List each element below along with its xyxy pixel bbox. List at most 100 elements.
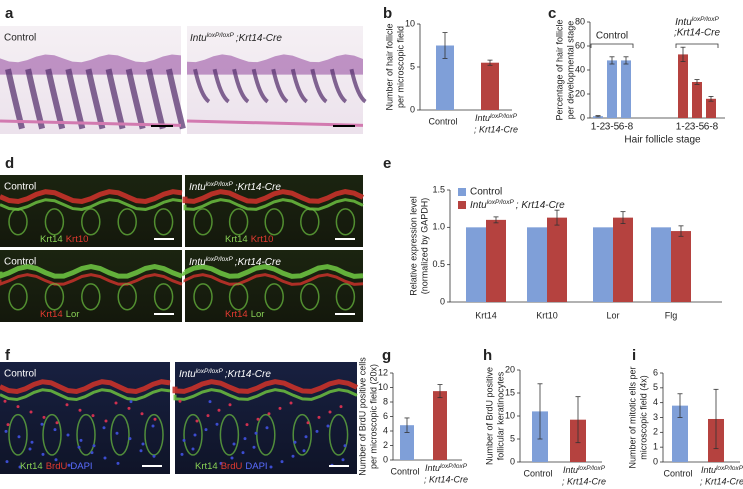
stain-word: Krt10: [66, 234, 89, 245]
bar: [593, 227, 613, 302]
label-sup: loxP/loxP: [207, 32, 235, 39]
y-tick-label: 0: [510, 456, 515, 466]
follicle: [183, 413, 203, 456]
label-part: Intu: [470, 200, 487, 211]
micrograph: [0, 26, 186, 134]
y-axis-label: per microscopic field: [395, 26, 405, 108]
nucleus: [241, 451, 245, 455]
follicle: [8, 283, 28, 311]
follicle: [212, 68, 230, 104]
group-label: Control: [596, 31, 628, 42]
nucleus: [41, 452, 45, 456]
bar: [706, 98, 716, 118]
y-tick-label: 0: [653, 456, 658, 466]
nucleus: [29, 410, 33, 414]
stain-word: BrdU: [46, 461, 68, 472]
follicle: [76, 413, 96, 456]
nucleus: [195, 419, 199, 423]
nucleus: [91, 414, 95, 418]
epidermis: [0, 379, 171, 395]
basal-layer: [0, 388, 171, 402]
nucleus: [115, 431, 119, 435]
y-axis-label: Number of BrdU positive: [484, 367, 494, 465]
bar: [486, 219, 506, 302]
bar: [613, 217, 633, 302]
x-tick-label: 6-8: [704, 122, 719, 133]
follicle: [292, 413, 312, 456]
nucleus: [141, 442, 145, 446]
nucleus: [65, 403, 69, 407]
dermis: [186, 119, 364, 127]
label-sup: loxP/loxP: [440, 463, 468, 470]
micrograph: [0, 250, 183, 322]
label-part: ;Krt14-Cre: [225, 369, 272, 380]
nucleus: [3, 399, 7, 403]
nucleus: [256, 417, 260, 421]
nucleus: [6, 423, 10, 427]
y-tick-label: 80: [575, 16, 585, 26]
y-tick-label: 20: [505, 364, 515, 374]
micrograph: [0, 362, 171, 474]
stain-label: Krt14 Krt10: [225, 234, 273, 245]
follicle: [228, 283, 249, 311]
nucleus: [291, 454, 295, 458]
bar: [547, 217, 567, 302]
nucleus: [116, 461, 120, 465]
label-sup: loxP/loxP: [578, 465, 606, 472]
bar: [671, 231, 691, 302]
y-axis-label: Number of BrdU positive cells: [357, 357, 367, 476]
follicle: [44, 208, 65, 236]
nucleus: [128, 437, 132, 441]
bar: [692, 82, 702, 118]
nucleus: [317, 415, 321, 419]
label-part: Intu: [189, 257, 206, 268]
y-axis-label: follicular keratinocytes: [495, 371, 505, 460]
y-tick-label: 0: [440, 296, 445, 306]
follicle: [193, 208, 213, 236]
label-sup: loxP/loxP: [206, 181, 234, 188]
nucleus: [54, 458, 58, 462]
basal-layer: [183, 273, 364, 286]
x-tick-label: Lor: [606, 310, 619, 320]
bar: [433, 391, 447, 460]
nucleus: [228, 403, 232, 407]
y-tick-label: 10: [405, 18, 415, 28]
stain-word: Krt14: [20, 461, 43, 472]
follicle: [5, 68, 25, 130]
nucleus: [252, 445, 256, 449]
stain-label: Krt14 BrdU DAPI: [20, 461, 93, 472]
follicle: [193, 68, 211, 104]
follicle: [153, 208, 174, 236]
nucleus: [341, 458, 345, 462]
nucleus: [152, 454, 156, 458]
panel-letter: f: [5, 347, 11, 364]
label-part: Intu: [675, 17, 692, 28]
follicle: [44, 283, 65, 311]
x-tick-label: 1-2: [676, 122, 691, 133]
epidermis: [172, 379, 359, 394]
y-tick-label: 4: [653, 397, 658, 407]
y-tick-label: 10: [505, 410, 515, 420]
nucleus: [289, 401, 293, 405]
x-tick-label: IntuloxP/loxP: [425, 463, 468, 474]
stain-word: DAPI: [70, 461, 92, 472]
nucleus: [278, 406, 282, 410]
y-tick-label: 10: [378, 382, 388, 392]
x-tick-label: Control: [663, 468, 692, 478]
follicle: [329, 68, 348, 104]
stain-label: Krt14 BrdU DAPI: [195, 461, 268, 472]
stain-word: Krt14: [40, 234, 63, 245]
panel-letter: h: [483, 347, 492, 364]
follicle: [42, 413, 62, 456]
follicle: [251, 68, 269, 104]
follicle: [349, 68, 367, 104]
label-part: ; Krt14-Cre: [516, 200, 565, 211]
follicle: [228, 208, 249, 236]
image-label: Control: [4, 369, 36, 380]
nucleus: [306, 421, 310, 425]
follicle: [153, 283, 174, 311]
label-part: ;Krt14-Cre: [235, 182, 282, 193]
label-part: ;Krt14-Cre: [235, 257, 282, 268]
x-tick-label: Control: [428, 116, 457, 126]
y-tick-label: 8: [383, 396, 388, 406]
